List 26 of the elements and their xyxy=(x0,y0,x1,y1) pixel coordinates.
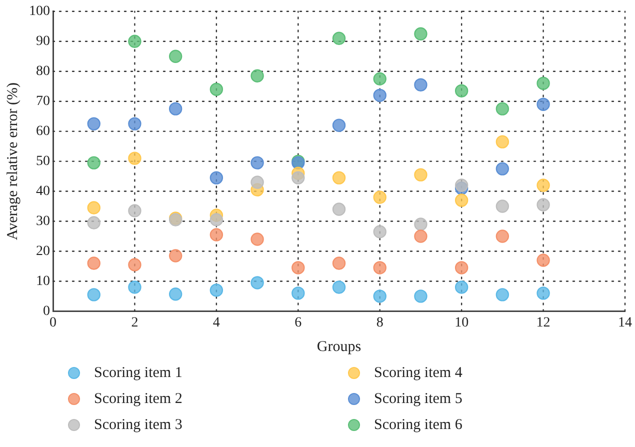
y-tick-label: 30 xyxy=(36,214,50,229)
x-tick-label: 6 xyxy=(294,315,302,330)
x-tick-label: 2 xyxy=(131,315,138,330)
legend-label: Scoring item 5 xyxy=(374,390,462,408)
y-tick-label: 70 xyxy=(36,94,50,110)
y-tick-label: 80 xyxy=(36,64,50,80)
x-tick-label: 14 xyxy=(618,315,632,330)
legend-label: Scoring item 4 xyxy=(374,364,462,382)
y-tick-label: 40 xyxy=(36,184,50,199)
y-tick-label: 50 xyxy=(36,154,50,169)
x-tick-label: 12 xyxy=(536,315,550,330)
y-tick-label: 100 xyxy=(29,4,50,20)
legend-label: Scoring item 3 xyxy=(94,416,182,434)
y-tick-label: 90 xyxy=(36,34,50,50)
legend-label: Scoring item 2 xyxy=(94,390,182,408)
legend-label: Scoring item 6 xyxy=(374,416,462,434)
y-tick-label: 20 xyxy=(36,244,50,259)
y-tick-label: 60 xyxy=(36,124,50,139)
legend-label: Scoring item 1 xyxy=(94,364,182,382)
x-tick-label: 4 xyxy=(212,315,220,330)
y-tick-label: 0 xyxy=(43,304,50,319)
x-tick-label: 8 xyxy=(376,315,384,330)
x-tick-label: 10 xyxy=(454,315,469,330)
x-axis-title: Groups xyxy=(316,338,362,355)
y-axis-title: Average relative error (%) xyxy=(4,82,21,240)
y-tick-label: 10 xyxy=(36,274,50,289)
